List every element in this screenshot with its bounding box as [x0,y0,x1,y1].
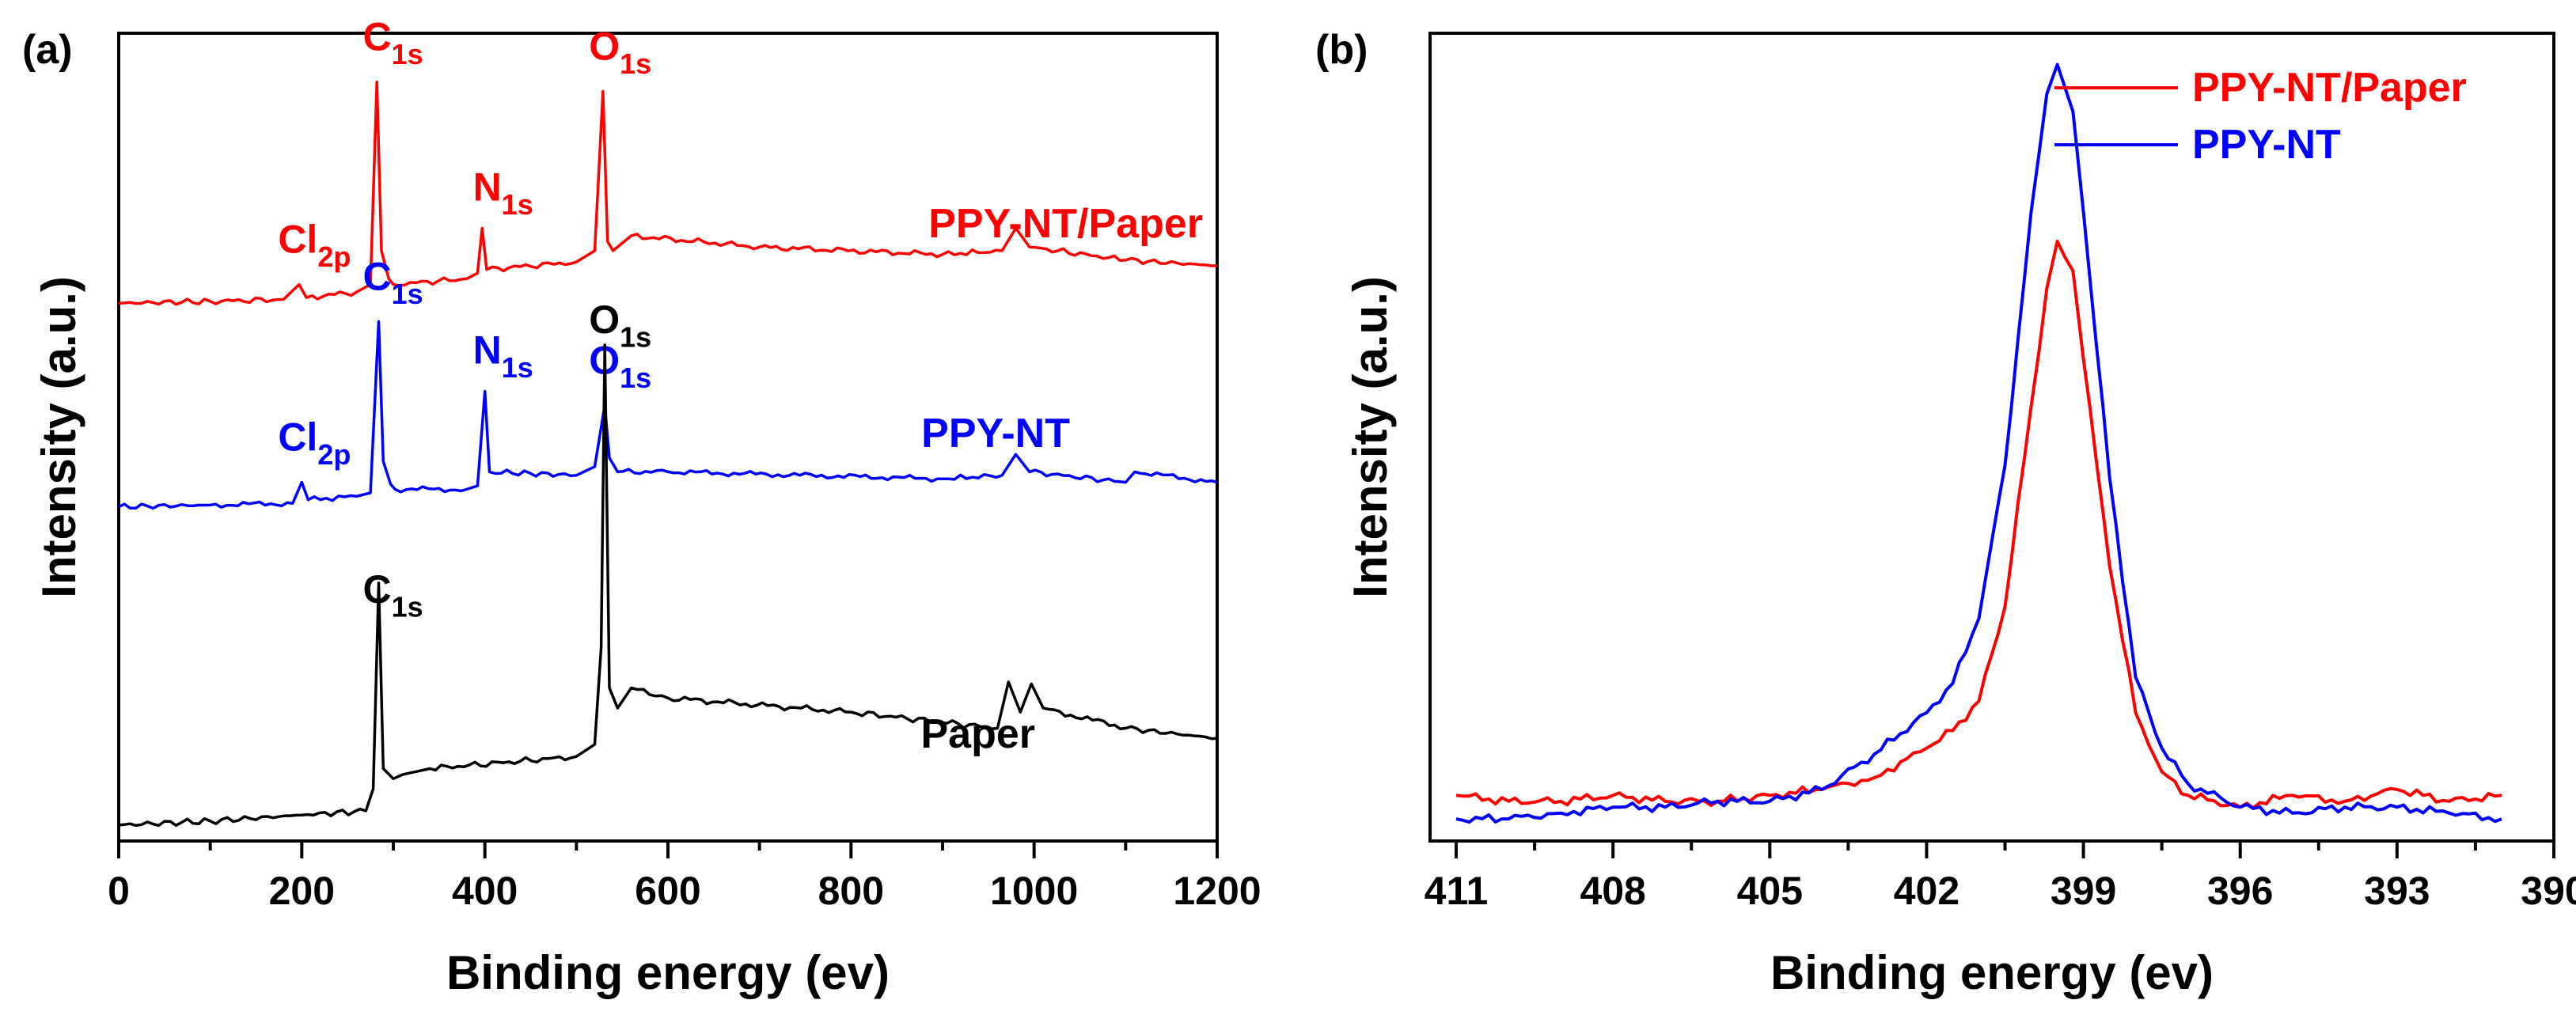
peak-element: N [473,165,502,209]
plot-frame [1428,32,2555,843]
x-axis-label: Binding energy (ev) [1770,946,2214,999]
series-name-label: Paper [920,711,1035,757]
x-tick-label: 393 [2364,869,2430,913]
x-tick-label: 402 [1894,869,1960,913]
series-line-1 [1455,63,2502,824]
peak-label: O1s [589,24,651,80]
peak-element: C [362,567,391,612]
panel-label: (a) [22,27,73,73]
series-name-label: PPY-NT [921,411,1070,456]
peak-orbital: 2p [317,241,351,273]
x-tick-label: 408 [1580,869,1645,913]
x-tick-label: 390 [2521,869,2576,913]
peak-orbital: 1s [620,47,651,80]
peak-orbital: 1s [620,321,651,354]
series-line-1 [118,320,1218,510]
y-axis-label: Intensity (a.u.) [32,276,85,598]
peak-orbital: 1s [392,278,423,310]
peak-element: C [362,254,391,298]
series-line-0 [118,80,1218,306]
peak-label: Cl2p [278,415,351,472]
x-tick-label: 399 [2051,869,2116,913]
x-tick-label: 405 [1737,869,1803,913]
y-axis-label: Intensity (a.u.) [1344,276,1397,598]
peak-element: Cl [278,218,317,262]
peak-element: O [589,24,620,68]
peak-orbital: 1s [502,188,533,221]
peak-orbital: 1s [620,362,651,394]
peak-label: N1s [473,165,533,221]
legend-label: PPY-NT/Paper [2192,65,2467,111]
peak-orbital: 1s [392,590,423,623]
peak-label: N1s [473,328,533,384]
peak-orbital: 1s [392,38,423,70]
x-tick-label: 200 [269,869,335,913]
series-line-0 [1455,240,2502,810]
legend-label: PPY-NT [2192,122,2341,168]
peak-orbital: 2p [317,438,351,471]
x-tick-label: 1000 [990,869,1078,913]
panel-b: 411 408 405 402 399 396 393 390 Binding energy (… [1315,27,2576,999]
peak-element: C [362,15,391,59]
legend: PPY-NT/Paper PPY-NT [2054,65,2467,168]
peak-label: Cl2p [278,218,351,274]
x-tick-label: 1200 [1173,869,1261,913]
peak-label: C1s [362,254,423,310]
peak-element: N [473,328,502,373]
panel-a: 0 200 400 600 800 1000 1200 Binding energy (ev)… [22,15,1261,999]
x-tick-label: 396 [2207,869,2273,913]
peak-orbital: 1s [502,351,533,384]
peak-element: O [589,297,620,342]
peak-label: C1s [362,15,423,71]
x-tick-label: 600 [635,869,700,913]
panel-label: (b) [1315,27,1368,73]
series-name-label: PPY-NT/Paper [928,201,1203,247]
x-tick-label: 0 [108,869,130,913]
peak-element: Cl [278,415,317,460]
series-line-2 [118,343,1218,828]
peak-label: O1s [589,297,651,354]
peak-label: C1s [362,567,423,623]
x-tick-label: 400 [452,869,518,913]
x-tick-label: 411 [1425,869,1489,913]
x-axis-label: Binding energy (ev) [446,946,890,999]
x-tick-label: 800 [818,869,884,913]
